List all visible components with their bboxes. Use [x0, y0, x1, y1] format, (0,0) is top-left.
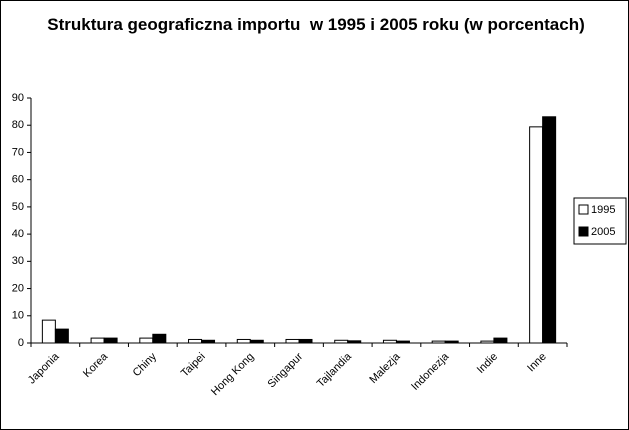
y-tick-label: 90 [12, 92, 24, 104]
bar [103, 337, 118, 344]
bar [431, 340, 446, 344]
legend-label: 2005 [591, 226, 615, 238]
bar [542, 116, 557, 344]
bar [201, 339, 216, 344]
legend-label: 1995 [591, 204, 615, 216]
x-tick-label: Japonia [26, 350, 62, 386]
bar [188, 338, 203, 344]
bar [90, 337, 105, 344]
bar [493, 337, 508, 344]
x-tick-label: Singapur [266, 350, 306, 390]
y-tick-label: 60 [12, 174, 24, 186]
x-tick-label: Indonezja [409, 350, 452, 393]
legend-swatch [578, 226, 589, 237]
legend-swatch [578, 204, 589, 215]
y-tick-label: 80 [12, 119, 24, 131]
y-tick-label: 0 [18, 337, 24, 349]
bar [444, 340, 459, 344]
y-tick-label: 20 [12, 282, 24, 294]
bar [54, 328, 69, 344]
x-tick-label: Korea [81, 350, 111, 380]
y-tick-label: 50 [12, 201, 24, 213]
bar [298, 338, 313, 344]
x-tick-label: Malezja [367, 350, 403, 386]
bar [249, 339, 264, 344]
bar [382, 339, 397, 344]
y-tick-label: 40 [12, 228, 24, 240]
bar [139, 337, 154, 344]
bar [41, 319, 56, 344]
bar [236, 338, 251, 344]
bar [334, 339, 349, 344]
y-tick-label: 70 [12, 146, 24, 158]
x-tick-label: Hong Kong [209, 351, 256, 398]
chart-title: Struktura geograficzna importu w 1995 i … [47, 15, 585, 34]
bar [480, 340, 495, 344]
y-tick-label: 30 [12, 255, 24, 267]
bar [395, 340, 410, 344]
x-tick-label: Indie [475, 351, 500, 376]
bar [529, 126, 544, 344]
x-tick-label: Inne [525, 351, 549, 375]
y-tick-label: 10 [12, 310, 24, 322]
x-tick-label: Taipei [179, 351, 208, 380]
x-tick-label: Tajlandia [315, 350, 355, 390]
bar [152, 333, 167, 344]
x-tick-label: Chiny [131, 350, 160, 379]
bar [285, 338, 300, 344]
bar [347, 340, 362, 344]
